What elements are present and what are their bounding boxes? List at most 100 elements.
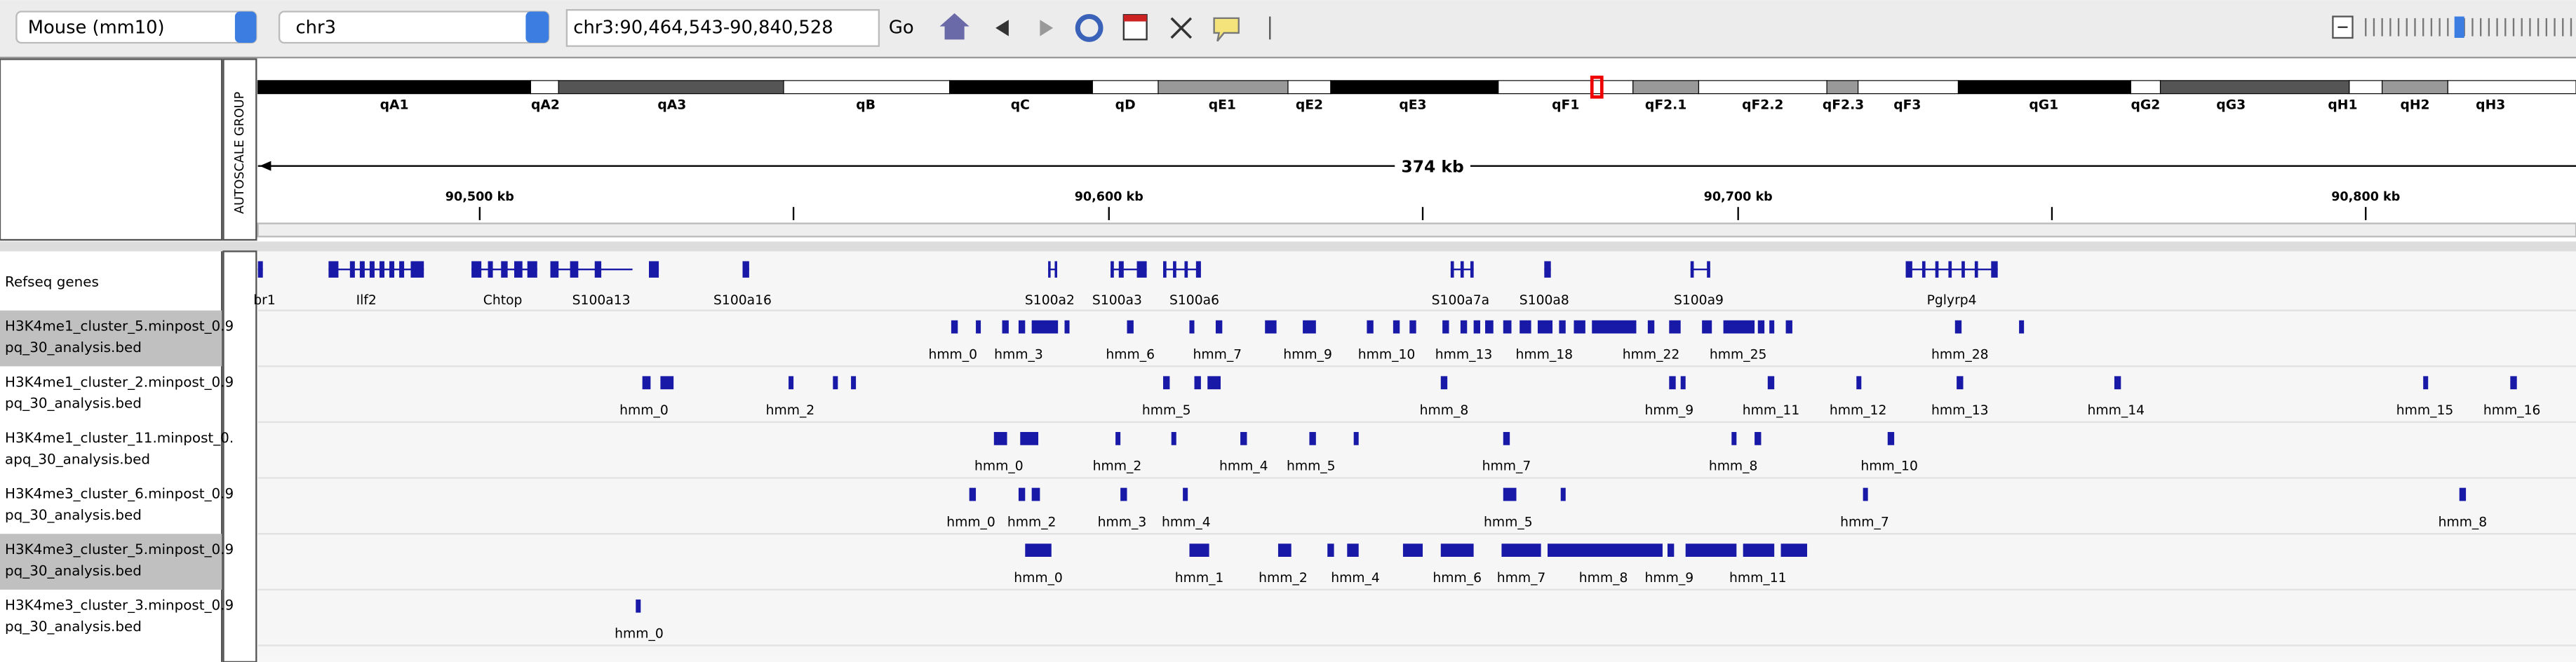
cytoband <box>2382 80 2448 95</box>
feature <box>1680 376 1686 390</box>
feature <box>993 432 1007 445</box>
feature-label: hmm_6 <box>1433 571 1482 586</box>
feature <box>969 487 977 501</box>
feature <box>1485 320 1494 334</box>
feature-label: hmm_10 <box>1358 347 1416 362</box>
refresh-button[interactable] <box>1075 14 1103 42</box>
track[interactable]: H3K4me1_cluster_5.minpost_0.9 pq_30_analy… <box>0 310 2576 367</box>
popup-button[interactable] <box>1213 17 1240 42</box>
exon <box>1974 261 1978 278</box>
band-label: qG1 <box>2029 97 2058 112</box>
gene-label: S100a7a <box>1432 293 1489 308</box>
track-name: H3K4me3_cluster_3.minpost_0.9 <box>5 597 234 614</box>
feature <box>1743 543 1775 558</box>
genome-dropdown[interactable]: Mouse (mm10) <box>15 11 257 44</box>
locus-box[interactable]: chr3:90,464,543-90,840,528 <box>565 9 880 47</box>
exon <box>1054 261 1057 278</box>
toolbar-icons <box>939 13 1271 42</box>
chromosome-dropdown[interactable]: chr3 <box>278 11 550 44</box>
back-button[interactable] <box>995 20 1009 36</box>
feature-label: hmm_4 <box>1162 515 1211 529</box>
name-header-panel <box>0 58 223 241</box>
data-panel <box>257 251 2576 662</box>
feature <box>2423 376 2429 390</box>
feature <box>1183 487 1188 501</box>
feature-label: hmm_3 <box>994 347 1043 362</box>
feature <box>1442 320 1449 334</box>
track-name: Refseq genes <box>5 273 99 290</box>
feature-label: hmm_0 <box>619 403 669 418</box>
track[interactable]: H3K4me1_cluster_11.minpost_0. apq_30_anal… <box>5 430 2576 479</box>
cytoband <box>1287 80 1331 95</box>
feature-label: hmm_5 <box>1287 459 1336 474</box>
feature-label: hmm_8 <box>1579 571 1628 586</box>
exon <box>649 261 659 278</box>
feature <box>789 376 794 390</box>
cytoband <box>1330 80 1499 95</box>
feature-label: hmm_16 <box>2483 403 2541 418</box>
feature-label: hmm_3 <box>1098 515 1147 529</box>
span-arrow <box>260 161 271 171</box>
track[interactable]: H3K4me3_cluster_6.minpost_0.9 pq_30_analy… <box>5 486 2576 535</box>
feature <box>1194 376 1201 390</box>
track[interactable]: H3K4me1_cluster_2.minpost_0.9 pq_30_analy… <box>5 374 2576 424</box>
feature <box>1440 543 1474 558</box>
track[interactable]: Refseq genes br1 Ilf2 Chtop S100a13 S100a16 S1… <box>5 261 2576 311</box>
band-label: qD <box>1115 97 1136 112</box>
feature <box>1669 320 1681 334</box>
feature <box>1954 320 1962 334</box>
feature <box>1460 320 1468 334</box>
exon <box>1163 261 1167 278</box>
feature <box>1767 376 1775 390</box>
exon <box>1470 261 1474 278</box>
band-label: qE2 <box>1296 97 1323 112</box>
feature-label: hmm_12 <box>1830 403 1887 418</box>
exon <box>570 261 579 278</box>
forward-button[interactable] <box>1040 20 1054 36</box>
feature <box>1863 487 1868 501</box>
gene-label: S100a13 <box>572 293 631 308</box>
feature <box>1856 376 1862 390</box>
divider <box>0 241 2576 252</box>
feature <box>1171 432 1176 445</box>
gene-label: S100a9 <box>1674 293 1724 308</box>
current-region <box>1590 75 1604 99</box>
zoom-widget[interactable] <box>2332 15 2572 39</box>
cytoband <box>1158 80 1289 95</box>
track[interactable]: H3K4me3_cluster_3.minpost_0.9 pq_30_analy… <box>5 597 2576 647</box>
gene-label: br1 <box>253 293 275 308</box>
cytoband <box>1498 80 1634 95</box>
exon <box>328 261 339 278</box>
go-button[interactable]: Go <box>889 17 914 38</box>
band-label: qA2 <box>531 97 560 112</box>
exon <box>1195 261 1201 278</box>
feature <box>1020 432 1039 445</box>
band-label: qE1 <box>1209 97 1236 112</box>
fit-button[interactable] <box>1170 17 1193 39</box>
feature-label: hmm_5 <box>1142 403 1191 418</box>
feature <box>1115 432 1121 445</box>
feature <box>1189 543 1209 558</box>
feature-label: hmm_8 <box>2439 515 2488 529</box>
exon <box>1935 261 1939 278</box>
exon <box>1136 261 1147 278</box>
feature <box>1755 432 1762 445</box>
feature <box>1785 320 1792 334</box>
feature <box>1189 320 1195 334</box>
feature <box>1127 320 1134 334</box>
feature <box>1473 320 1480 334</box>
feature-label: hmm_7 <box>1193 347 1242 362</box>
exon <box>379 261 384 278</box>
feature <box>1667 543 1675 558</box>
feature-label: hmm_11 <box>1729 571 1787 586</box>
feature <box>1163 376 1170 390</box>
gene-label: S100a2 <box>1025 293 1075 308</box>
track[interactable]: H3K4me3_cluster_5.minpost_0.9 pq_30_analy… <box>0 534 2576 591</box>
feature <box>1501 543 1541 558</box>
cytoband <box>783 80 951 95</box>
feature-label: hmm_2 <box>1007 515 1056 529</box>
ruler-bar <box>257 222 2576 238</box>
feature <box>1723 320 1755 334</box>
feature <box>1520 320 1531 334</box>
